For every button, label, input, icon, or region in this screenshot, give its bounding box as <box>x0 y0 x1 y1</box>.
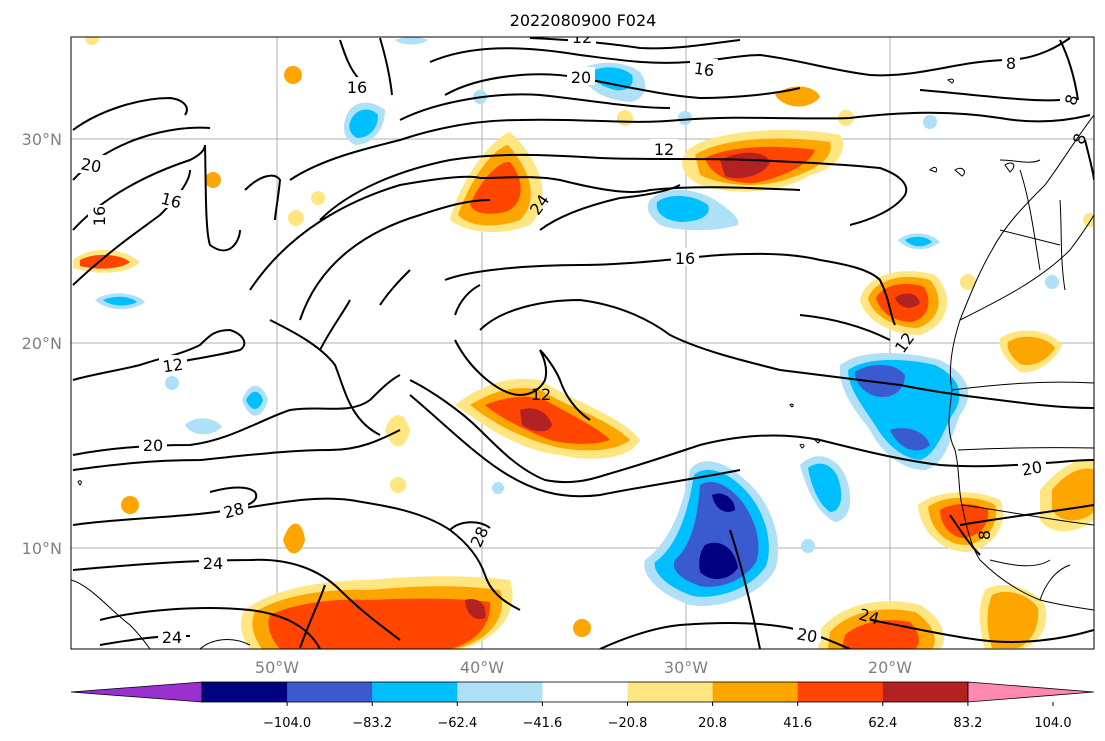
contour-label: 12 <box>162 355 185 377</box>
contour-labels: 12 20 16 16 8 8 8 16 20 12 16 16 24 20 <box>77 28 1090 647</box>
map-area: 12 20 16 16 8 8 8 16 20 12 16 16 24 20 <box>71 28 1094 649</box>
colorbar-tick-label: −41.6 <box>522 716 562 731</box>
lon-tick-label: 40°W <box>460 658 504 677</box>
colorbar-segment <box>372 682 458 702</box>
colorbar-segment <box>882 682 969 702</box>
lat-tick-label: 10°N <box>22 539 62 558</box>
contour-label: 20 <box>143 436 163 455</box>
lat-tick-label: 20°N <box>22 334 62 353</box>
map-title: 2022080900 F024 <box>510 11 657 30</box>
contour-label: 12 <box>654 140 674 159</box>
colorbar-segment <box>627 682 714 702</box>
contour-label: 12 <box>531 385 551 404</box>
colorbar-segment <box>542 682 628 702</box>
contour-label: 24 <box>203 554 223 573</box>
lon-tick-label: 50°W <box>255 658 299 677</box>
contour-label: 16 <box>675 249 695 268</box>
contour-label: 8 <box>1006 54 1016 73</box>
colorbar-segment <box>457 682 543 702</box>
contour-label: 8 <box>975 530 994 540</box>
contour-label: 8 <box>1069 131 1090 147</box>
colorbar-extend-high <box>967 681 1095 703</box>
contour-label: 28 <box>222 499 247 523</box>
colorbar-tick-label: −104.0 <box>263 716 311 731</box>
lon-tick-label: 30°W <box>664 658 708 677</box>
colorbar-frame <box>201 681 969 703</box>
contour-label: 24 <box>162 628 182 647</box>
contour-label: 20 <box>1020 457 1043 479</box>
colorbar-tick-label: 20.8 <box>698 716 727 731</box>
colorbar-segment <box>202 682 288 702</box>
gridlines <box>71 37 1094 649</box>
contour-label: 24 <box>857 605 882 629</box>
colorbar-tick-label: −20.8 <box>608 716 648 731</box>
colorbar-tick-label: −62.4 <box>437 716 477 731</box>
geopotential-contours <box>72 37 1094 649</box>
contour-label: 20 <box>571 68 591 87</box>
contour-label: 16 <box>90 206 109 226</box>
colorbar-segment <box>712 682 799 702</box>
lon-tick-label: 20°W <box>868 658 912 677</box>
colorbar-tick-label: −83.2 <box>352 716 392 731</box>
contour-label: 8 <box>1061 92 1082 108</box>
map-frame <box>70 36 1095 650</box>
colorbar-tick-label: 104.0 <box>1034 716 1071 731</box>
contour-label: 20 <box>79 154 102 176</box>
colorbar-segment <box>797 682 884 702</box>
contour-label: 12 <box>572 28 592 47</box>
contour-label: 16 <box>693 59 716 81</box>
colorbar-extend-low <box>70 681 203 703</box>
contour-label: 16 <box>159 189 184 213</box>
colorbar-segment <box>287 682 373 702</box>
colorbar-tick-label: 41.6 <box>783 716 812 731</box>
contour-label: 16 <box>347 78 367 97</box>
colorbar-tick-label: 83.2 <box>953 716 982 731</box>
colorbar: −104.0 −83.2 −62.4 −41.6 −20.8 20.8 41.6 62.4 83… <box>70 681 1095 731</box>
lat-tick-label: 30°N <box>22 130 62 149</box>
colorbar-tick-label: 62.4 <box>868 716 897 731</box>
contour-label: 20 <box>795 624 818 646</box>
